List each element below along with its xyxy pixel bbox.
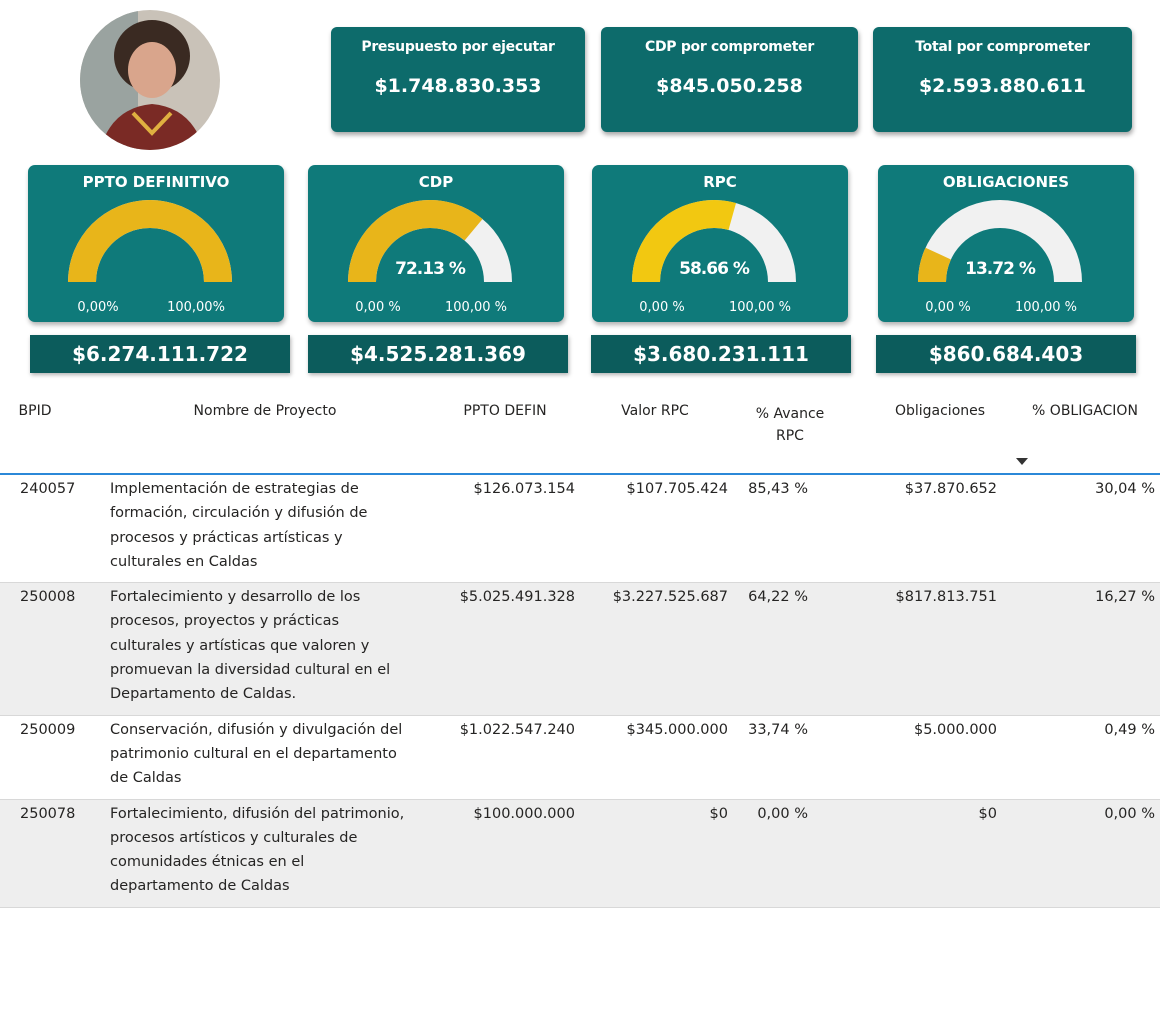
value-cell: 33,74 % [730,718,808,742]
project-name-cell: Fortalecimiento y desarrollo de los proc… [110,585,410,706]
value-cell: 16,27 % [1000,585,1155,609]
value-cell: $0 [830,802,997,826]
gauge-max: 100,00 % [1015,300,1077,315]
project-name-cell: Fortalecimiento, difusión del patrimonio… [110,802,410,899]
gauge-min: 0,00 % [639,300,684,315]
kpi-value: $845.050.258 [601,75,858,97]
gauge: RPC 58.66 % 0,00 % 100,00 % [592,165,848,322]
gauge-total: $3.680.231.111 [591,335,851,373]
table-row: 250078 Fortalecimiento, difusión del patr… [0,800,1160,908]
gauge-value: 72.13 % [395,259,466,279]
kpi-card: Presupuesto por ejecutar $1.748.830.353 [331,27,585,132]
gauge: OBLIGACIONES 13.72 % 0,00 % 100,00 % [878,165,1134,322]
column-header[interactable]: % OBLIGACION [1005,403,1160,419]
table-row: 240057 Implementación de estrategias de f… [0,475,1160,583]
gauge-min: 0,00 % [355,300,400,315]
gauge-value: 58.66 % [679,259,750,279]
gauge-title: PPTO DEFINITIVO [83,173,230,191]
project-name-cell: Conservación, difusión y divulgación del… [110,718,410,791]
bpid-cell: 250009 [20,718,75,742]
gauge-min: 0,00% [77,300,118,315]
dashboard: Presupuesto por ejecutar $1.748.830.353 CD… [0,0,1160,1033]
bpid-cell: 240057 [20,477,75,501]
gauge-max: 100,00 % [445,300,507,315]
value-cell: $126.073.154 [420,477,575,501]
table-row: 250009 Conservación, difusión y divulgaci… [0,716,1160,800]
gauge-max: 100,00% [167,300,225,315]
value-cell: 0,00 % [730,802,808,826]
value-cell: $107.705.424 [580,477,728,501]
column-header[interactable]: Obligaciones [870,403,1010,419]
gauge-max: 100,00 % [729,300,791,315]
value-cell: 85,43 % [730,477,808,501]
column-header[interactable]: Valor RPC [595,403,715,419]
column-header[interactable]: Nombre de Proyecto [150,403,380,419]
gauge: PPTO DEFINITIVO 0,00% 100,00% [28,165,284,322]
gauge-card: RPC 58.66 % 0,00 % 100,00 % [592,165,848,322]
value-cell: $100.000.000 [420,802,575,826]
kpi-card: Total por comprometer $2.593.880.611 [873,27,1132,132]
value-cell: 30,04 % [1000,477,1155,501]
value-cell: 0,00 % [1000,802,1155,826]
kpi-title: Total por comprometer [873,39,1132,55]
kpi-title: CDP por comprometer [601,39,858,55]
value-cell: $5.000.000 [830,718,997,742]
value-cell: $817.813.751 [830,585,997,609]
gauge-value: 13.72 % [965,259,1036,279]
table-row: 250008 Fortalecimiento y desarrollo de lo… [0,583,1160,715]
gauge-min: 0,00 % [925,300,970,315]
gauge-card: CDP 72.13 % 0,00 % 100,00 % [308,165,564,322]
value-cell: 0,49 % [1000,718,1155,742]
kpi-title: Presupuesto por ejecutar [331,39,585,55]
sort-arrow[interactable] [1016,458,1028,466]
value-cell: $37.870.652 [830,477,997,501]
bpid-cell: 250008 [20,585,75,609]
value-cell: $0 [580,802,728,826]
column-header[interactable]: PPTO DEFIN [440,403,570,419]
table-header: BPID Nombre de Proyecto PPTO DEFIN Valor RP… [0,403,1160,475]
value-cell: $1.022.547.240 [420,718,575,742]
value-cell: $3.227.525.687 [580,585,728,609]
column-header[interactable]: % Avance RPC [755,403,825,447]
bpid-cell: 250078 [20,802,75,826]
kpi-card: CDP por comprometer $845.050.258 [601,27,858,132]
project-name-cell: Implementación de estrategias de formaci… [110,477,410,574]
profile-photo [78,8,228,158]
gauge: CDP 72.13 % 0,00 % 100,00 % [308,165,564,322]
column-header[interactable]: BPID [10,403,60,419]
kpi-value: $1.748.830.353 [331,75,585,97]
gauge-total: $4.525.281.369 [308,335,568,373]
value-cell: $5.025.491.328 [420,585,575,609]
gauge-title: RPC [703,173,737,191]
gauge-total: $860.684.403 [876,335,1136,373]
gauge-total: $6.274.111.722 [30,335,290,373]
gauge-title: CDP [419,173,453,191]
kpi-value: $2.593.880.611 [873,75,1132,97]
value-cell: $345.000.000 [580,718,728,742]
gauge-card: PPTO DEFINITIVO 0,00% 100,00% [28,165,284,322]
table-body: 240057 Implementación de estrategias de f… [0,475,1160,908]
gauge-card: OBLIGACIONES 13.72 % 0,00 % 100,00 % [878,165,1134,322]
gauge-title: OBLIGACIONES [943,173,1069,191]
value-cell: 64,22 % [730,585,808,609]
gauge-fill [68,200,232,282]
